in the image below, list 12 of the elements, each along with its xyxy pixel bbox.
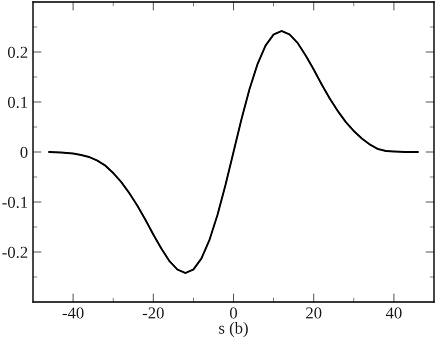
y-tick-label: 0.1 [8, 96, 28, 108]
x-tick-label: 20 [306, 307, 322, 319]
x-tick-label: -20 [142, 307, 164, 319]
x-axis-title: s (b) [219, 322, 248, 338]
y-tick-label: -0.2 [2, 246, 28, 258]
x-tick-label: -40 [62, 307, 84, 319]
x-tick-label: 40 [386, 307, 402, 319]
y-tick-label: 0 [20, 146, 28, 158]
x-tick-label: 0 [230, 307, 238, 319]
line-series [48, 30, 419, 274]
y-tick-label: 0.2 [8, 46, 28, 58]
y-tick-label: -0.1 [2, 196, 28, 208]
